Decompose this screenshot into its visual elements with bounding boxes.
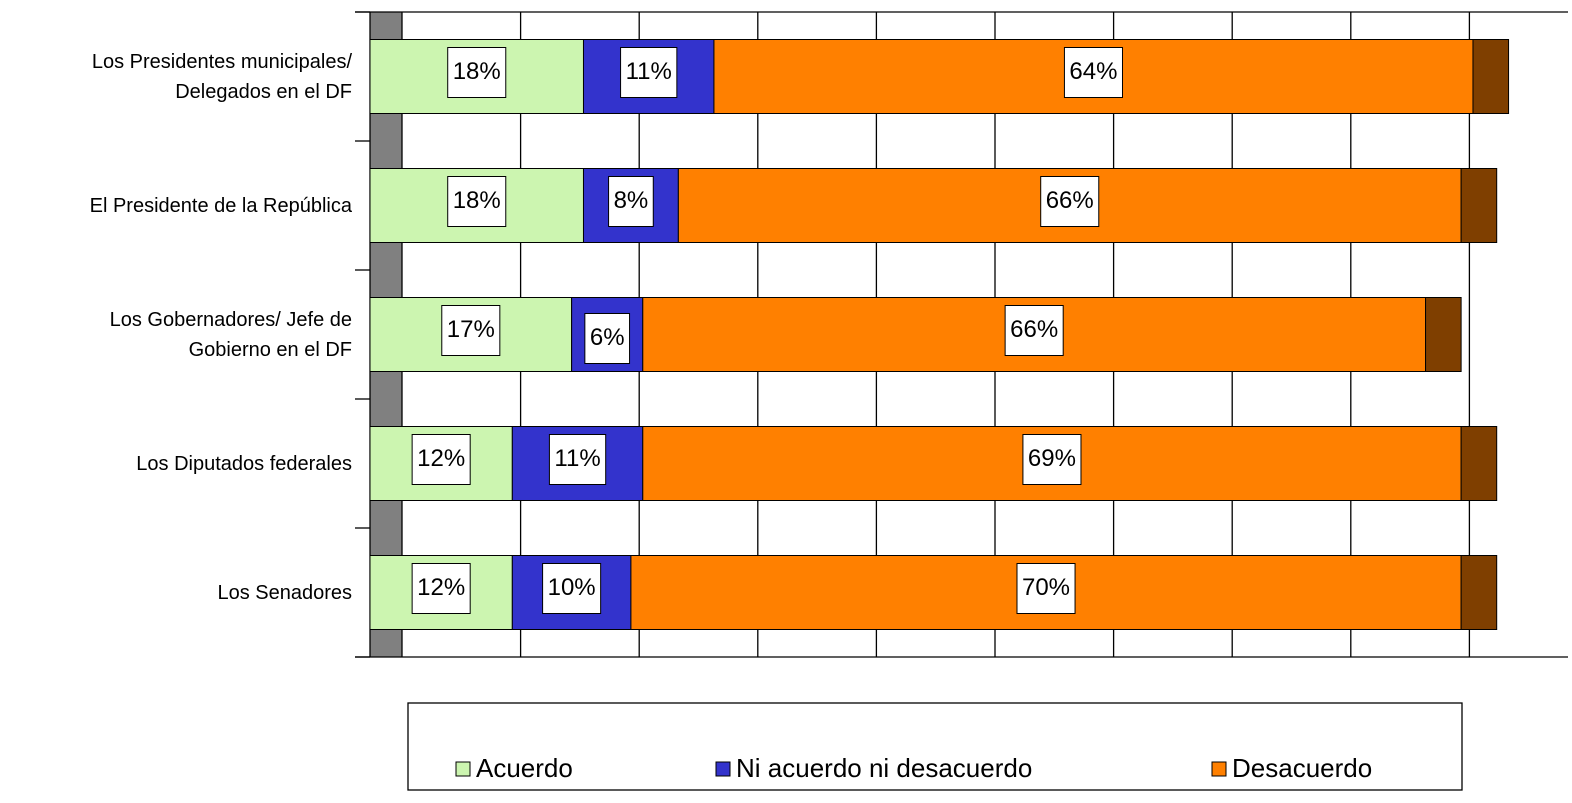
value-label-box	[1016, 563, 1076, 614]
category-label: Los Senadores	[217, 581, 352, 604]
value-label-group: 10%	[542, 563, 602, 614]
value-label: 64%	[1069, 58, 1117, 85]
bar-segment	[1460, 426, 1498, 501]
value-label-box	[1063, 47, 1123, 98]
legend-box	[407, 702, 1463, 791]
value-label-box	[1004, 305, 1064, 356]
value-label-box	[447, 176, 507, 227]
value-label-box	[1022, 434, 1082, 485]
value-label: 66%	[1010, 316, 1058, 343]
value-label-box	[411, 563, 471, 614]
value-label-group: 8%	[608, 176, 654, 227]
bar-segment	[1472, 39, 1510, 114]
category-label: Los Diputados federales	[136, 452, 352, 475]
value-label: 12%	[417, 445, 465, 472]
value-label: 69%	[1028, 445, 1076, 472]
value-label-box	[608, 176, 654, 227]
category-label: El Presidente de la República	[89, 194, 352, 217]
value-label-group: 64%	[1063, 47, 1123, 98]
value-label: 11%	[554, 445, 600, 472]
bar-segment	[1425, 297, 1462, 372]
value-label-box	[441, 305, 501, 356]
legend-swatch	[455, 761, 471, 777]
value-label-box	[411, 434, 471, 485]
category-label: Los Gobernadores/ Jefe de Gobierno en el…	[109, 308, 352, 361]
value-label-group: 18%	[447, 47, 507, 98]
value-label-group: 18%	[447, 176, 507, 227]
legend-label: Desacuerdo	[1232, 753, 1372, 783]
value-label-group: 70%	[1016, 563, 1076, 614]
value-label-box	[620, 47, 678, 98]
value-label: 18%	[453, 58, 501, 85]
value-label-box	[1040, 176, 1100, 227]
value-label-group: 12%	[411, 434, 471, 485]
value-label: 66%	[1046, 187, 1094, 214]
value-label-group: 6%	[584, 313, 631, 364]
value-label: 17%	[447, 316, 495, 343]
legend-label: Acuerdo	[476, 753, 573, 783]
value-label-group: 69%	[1022, 434, 1082, 485]
value-label: 10%	[548, 574, 596, 601]
value-label-box	[584, 313, 631, 364]
value-label-group: 12%	[411, 563, 471, 614]
value-label: 8%	[614, 187, 649, 214]
value-label-group: 11%	[548, 434, 607, 485]
value-label: 12%	[417, 574, 465, 601]
value-label: 18%	[453, 187, 501, 214]
value-label-group: 11%	[620, 47, 678, 98]
legend-label: Ni acuerdo ni desacuerdo	[736, 753, 1032, 783]
category-label: Los Presidentes municipales/ Delegados e…	[91, 50, 352, 103]
value-label-box	[542, 563, 602, 614]
legend-swatch	[1211, 761, 1227, 777]
value-label-group: 66%	[1040, 176, 1100, 227]
value-label-box	[447, 47, 507, 98]
value-label-box	[548, 434, 607, 485]
value-label-group: 66%	[1004, 305, 1064, 356]
bar-segment	[1460, 555, 1498, 630]
bar-segment	[1460, 168, 1498, 243]
value-label: 11%	[626, 58, 672, 85]
value-label: 6%	[590, 324, 625, 351]
value-label: 70%	[1022, 574, 1070, 601]
value-label-group: 17%	[441, 305, 501, 356]
legend-swatch	[715, 761, 731, 777]
